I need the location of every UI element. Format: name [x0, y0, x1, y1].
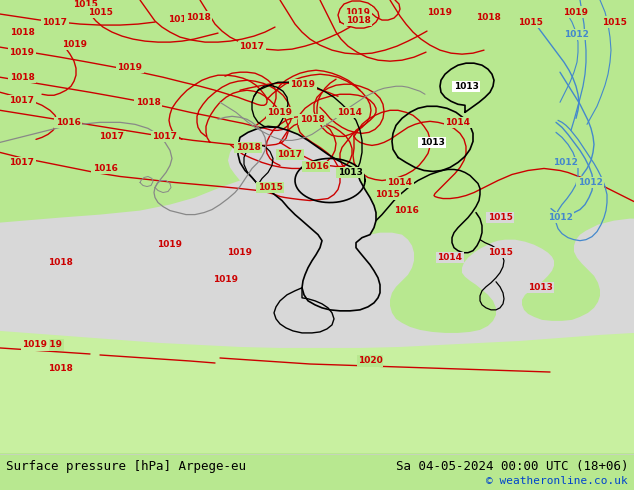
Text: 1018: 1018	[186, 13, 210, 22]
Text: 1012: 1012	[578, 178, 602, 187]
Text: 1017: 1017	[240, 42, 264, 50]
Polygon shape	[0, 180, 634, 453]
Polygon shape	[228, 126, 380, 311]
Text: 1020: 1020	[358, 357, 382, 366]
Text: 1018: 1018	[136, 98, 160, 107]
Text: 1018: 1018	[346, 16, 370, 24]
Text: 1015: 1015	[602, 18, 626, 26]
Text: 1015: 1015	[488, 213, 512, 222]
Text: 1019: 1019	[214, 275, 238, 284]
Text: 1016: 1016	[304, 162, 328, 171]
Text: 1018: 1018	[299, 115, 325, 124]
Text: 1015: 1015	[87, 7, 112, 17]
Text: 1015: 1015	[72, 0, 98, 8]
Text: 1019: 1019	[268, 108, 292, 117]
Text: 1014: 1014	[437, 253, 462, 262]
Text: 1015: 1015	[257, 183, 282, 192]
Text: 1017: 1017	[100, 132, 124, 141]
Text: 1013: 1013	[337, 168, 363, 177]
Text: 1019: 1019	[10, 48, 34, 57]
Text: 1012: 1012	[564, 29, 588, 39]
Text: 1017: 1017	[42, 18, 67, 26]
Text: 1018: 1018	[236, 143, 261, 152]
Text: 1017: 1017	[278, 150, 302, 159]
Text: 1018: 1018	[10, 27, 34, 37]
Text: 1014: 1014	[387, 178, 413, 187]
Text: 1019: 1019	[427, 7, 453, 17]
Text: 1013: 1013	[527, 283, 552, 293]
Text: 1019: 1019	[290, 80, 316, 89]
Text: Surface pressure [hPa] Arpege-eu: Surface pressure [hPa] Arpege-eu	[6, 460, 246, 473]
Text: 1018: 1018	[476, 13, 500, 22]
Text: 1019: 1019	[157, 240, 183, 249]
Text: 1017: 1017	[10, 158, 34, 167]
Text: 1015: 1015	[488, 248, 512, 257]
Text: 1019: 1019	[564, 7, 588, 17]
Text: 1018: 1018	[167, 15, 193, 24]
Text: 1018: 1018	[48, 364, 72, 372]
Text: 1019: 1019	[37, 341, 63, 349]
Text: 1016: 1016	[56, 118, 81, 127]
Text: 1012: 1012	[553, 158, 578, 167]
Text: 1016: 1016	[394, 206, 418, 215]
Text: 1014: 1014	[337, 108, 363, 117]
Text: 1014: 1014	[446, 118, 470, 127]
Text: 1019: 1019	[346, 7, 370, 17]
Text: 1019: 1019	[22, 341, 48, 349]
Text: 1015: 1015	[375, 190, 399, 199]
Text: 1015: 1015	[517, 18, 543, 26]
Text: 1019: 1019	[228, 248, 252, 257]
Text: 1017: 1017	[153, 132, 178, 141]
Text: © weatheronline.co.uk: © weatheronline.co.uk	[486, 476, 628, 486]
Text: 1019: 1019	[117, 63, 143, 72]
Text: 1013: 1013	[420, 138, 444, 147]
Text: 1013: 1013	[453, 82, 479, 91]
Text: 1016: 1016	[93, 164, 117, 173]
Text: 1018: 1018	[10, 73, 34, 82]
Polygon shape	[0, 331, 634, 453]
Text: 1018: 1018	[48, 258, 72, 267]
Text: 1019: 1019	[63, 40, 87, 49]
Text: 1012: 1012	[548, 213, 573, 222]
Text: 1017: 1017	[10, 96, 34, 105]
Text: Sa 04-05-2024 00:00 UTC (18+06): Sa 04-05-2024 00:00 UTC (18+06)	[396, 460, 628, 473]
